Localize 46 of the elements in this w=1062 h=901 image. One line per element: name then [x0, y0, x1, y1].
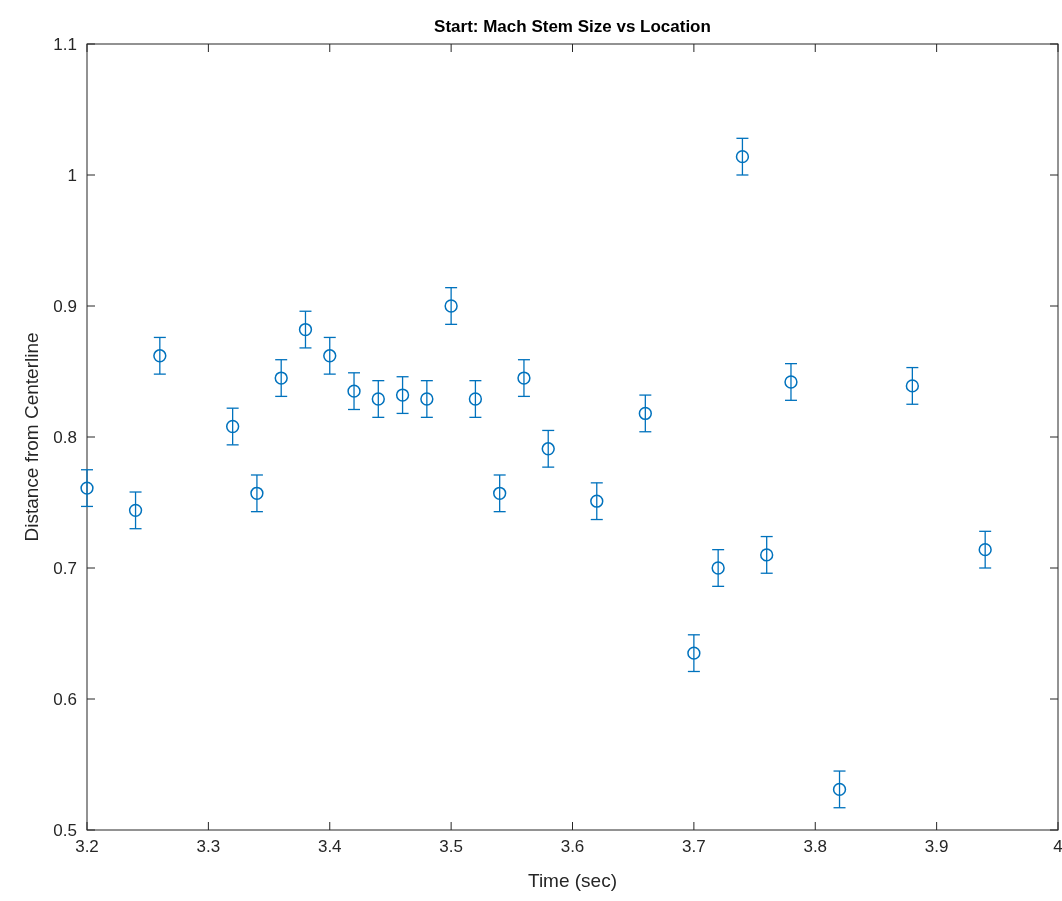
y-tick-label: 1.1	[53, 35, 77, 54]
y-tick-label: 0.8	[53, 428, 77, 447]
point	[298, 322, 313, 337]
x-tick-label: 4	[1053, 837, 1062, 856]
point	[274, 371, 288, 385]
point	[225, 419, 240, 434]
point	[128, 503, 143, 518]
point	[371, 392, 385, 406]
y-tick-label: 0.9	[53, 297, 77, 316]
point	[444, 299, 458, 313]
point	[493, 486, 507, 500]
point	[420, 392, 434, 406]
x-tick-label: 3.3	[196, 837, 221, 856]
point	[517, 371, 531, 385]
point	[905, 379, 920, 393]
x-axis-title: Time (sec)	[527, 870, 618, 891]
y-tick-label: 1	[67, 166, 77, 185]
y-tick-label: 0.7	[53, 559, 77, 578]
x-tick-label: 3.2	[75, 837, 99, 856]
point	[590, 494, 604, 508]
chart-title: Start: Mach Stem Size vs Location	[434, 17, 711, 36]
point	[395, 388, 410, 402]
point	[323, 349, 337, 363]
x-tick-label: 3.5	[439, 837, 463, 856]
x-tick-label: 3.7	[682, 837, 706, 856]
point	[250, 486, 264, 500]
point	[832, 782, 847, 797]
point	[541, 442, 555, 456]
point	[468, 392, 483, 406]
x-tick-label: 3.6	[560, 837, 585, 856]
point	[760, 548, 774, 562]
y-axis-title: Distance from Centerline	[21, 332, 42, 542]
y-tick-label: 0.6	[53, 690, 77, 709]
point	[784, 375, 798, 389]
point	[978, 543, 992, 557]
point	[347, 384, 361, 398]
point	[80, 481, 94, 495]
point	[687, 646, 701, 660]
x-tick-label: 3.9	[924, 837, 949, 856]
point	[638, 406, 652, 421]
point	[735, 150, 750, 164]
x-tick-label: 3.4	[317, 837, 342, 856]
point	[153, 349, 167, 363]
y-tick-label: 0.5	[53, 821, 77, 840]
x-tick-label: 3.8	[803, 837, 828, 856]
point	[711, 561, 725, 575]
